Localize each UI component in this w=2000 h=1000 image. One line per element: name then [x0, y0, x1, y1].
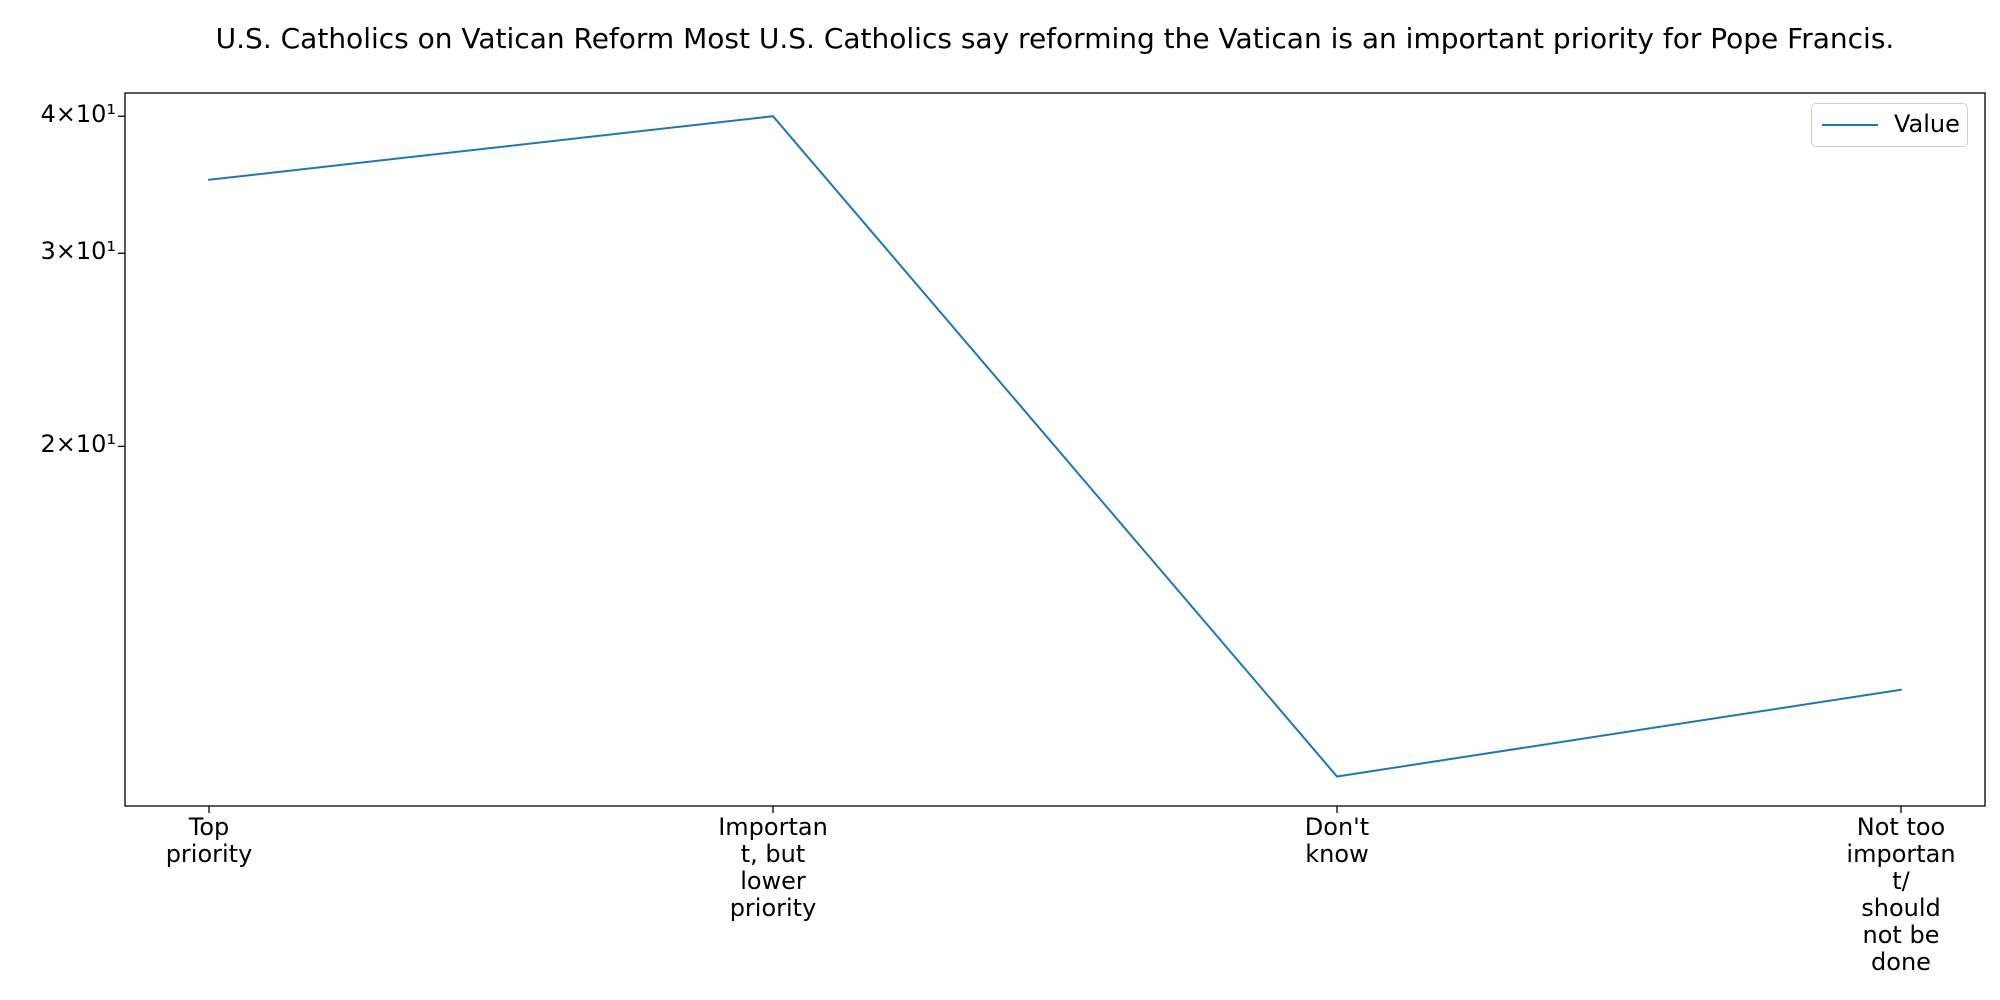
chart-title: U.S. Catholics on Vatican Reform Most U.… — [215, 22, 1895, 55]
y-tick-label: 2×10¹ — [40, 430, 116, 459]
series-layer — [208, 115, 1902, 778]
data-point — [208, 178, 210, 181]
y-tick-label: 4×10¹ — [40, 100, 116, 129]
legend-label: Value — [1894, 110, 1960, 138]
x-tick-label: Importan t, but lower priority — [718, 813, 828, 922]
axes-frame — [124, 92, 1986, 807]
data-point — [772, 115, 774, 118]
legend-swatch — [1822, 124, 1878, 126]
y-tick-label: 3×10¹ — [40, 237, 116, 266]
legend: Value — [1811, 103, 1968, 147]
data-point — [1900, 688, 1902, 691]
x-tick-label: Not too importan t/ should not be done — [1846, 813, 1956, 976]
x-tick-label: Top priority — [165, 813, 253, 868]
ticks-layer — [118, 115, 1902, 813]
data-point — [1336, 775, 1338, 778]
x-tick-label: Don't know — [1304, 813, 1370, 868]
series-line — [208, 115, 1902, 778]
